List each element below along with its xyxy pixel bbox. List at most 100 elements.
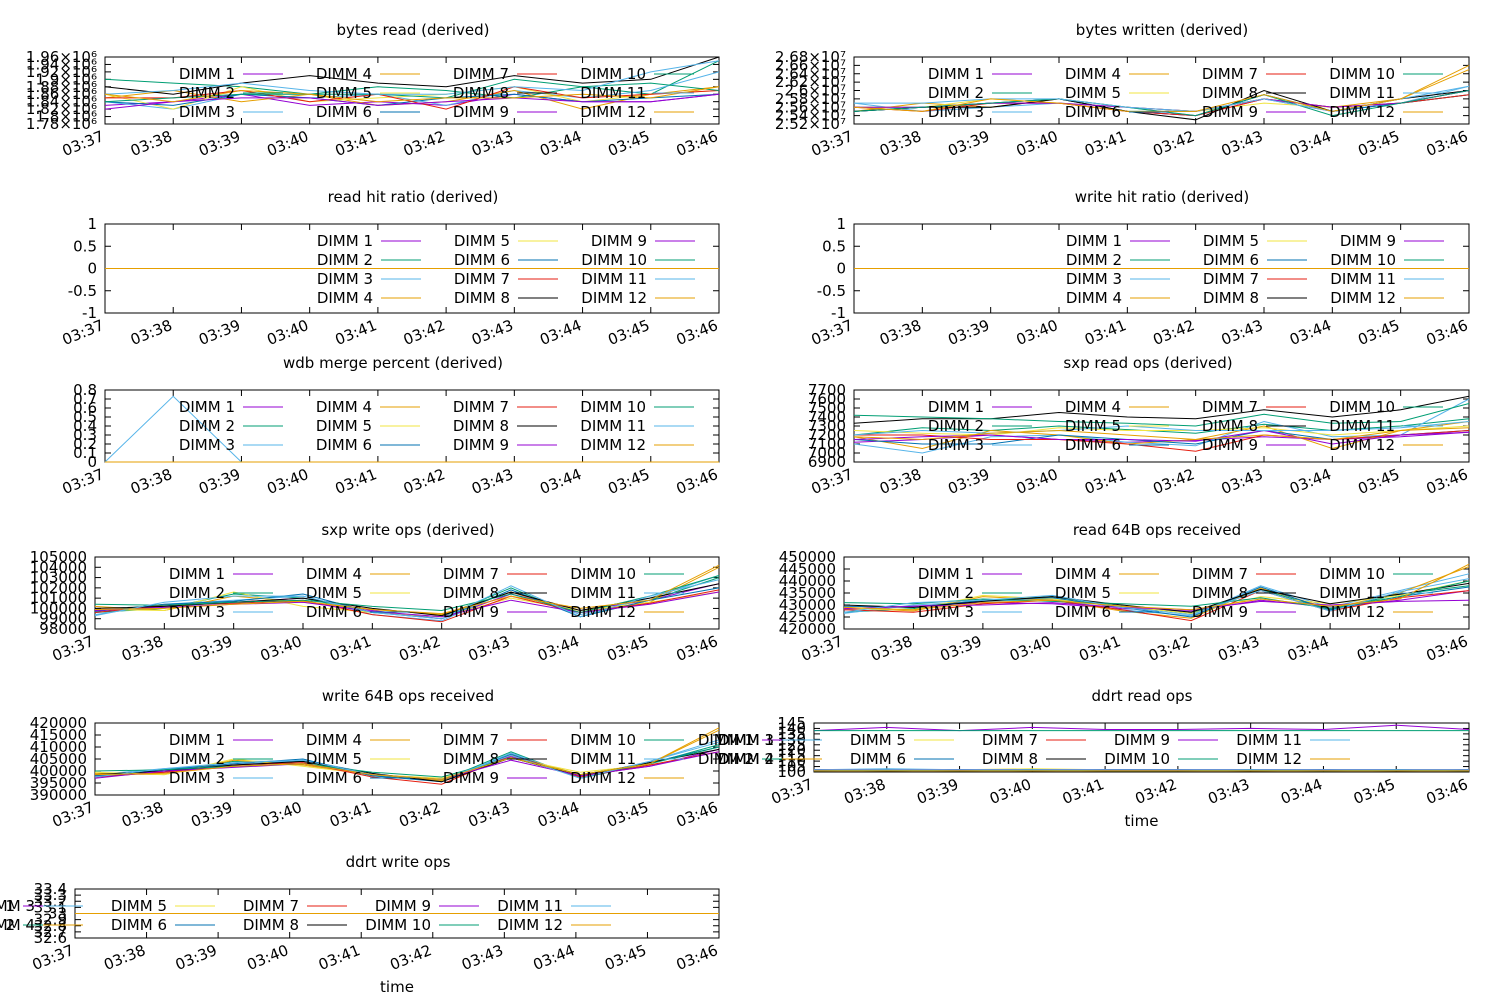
- x-tick-label: 03:44: [537, 465, 584, 498]
- legend-label: DIMM 12: [580, 103, 646, 121]
- y-tick-label: 0: [87, 260, 97, 278]
- x-axis-label: time: [1125, 812, 1159, 830]
- x-tick-label: 03:45: [604, 798, 651, 831]
- y-tick-label: 104000: [30, 558, 87, 576]
- x-tick-label: 03:42: [387, 941, 434, 974]
- y-tick-label: 2.64×10⁷: [775, 65, 846, 83]
- legend-label: DIMM 10: [365, 916, 431, 934]
- legend-label: DIMM 12: [1329, 436, 1395, 454]
- legend-label: DIMM 6: [1065, 436, 1121, 454]
- y-tick-label: 101000: [30, 589, 87, 607]
- legend-label: DIMM 1: [1066, 232, 1122, 250]
- series-line-dimm-3: [853, 398, 1470, 454]
- x-tick-label: 03:46: [674, 798, 721, 831]
- x-tick-label: 03:39: [196, 465, 243, 498]
- y-tick-label: 100: [777, 763, 806, 781]
- x-tick-label: 03:39: [945, 316, 992, 349]
- x-tick-label: 03:41: [333, 316, 380, 349]
- chart-title: write 64B ops received: [322, 687, 494, 705]
- x-tick-label: 03:43: [469, 465, 516, 498]
- y-tick-label: 32.6: [34, 929, 67, 947]
- chart-title: ddrt read ops: [1092, 687, 1193, 705]
- y-tick-label: 32.8: [34, 917, 67, 935]
- y-tick-label: 1.88×10⁶: [26, 78, 97, 96]
- y-tick-label: 390000: [30, 786, 87, 804]
- chart-title: sxp write ops (derived): [321, 521, 494, 539]
- x-tick-label: 03:38: [128, 465, 175, 498]
- x-tick-label: 03:41: [316, 941, 363, 974]
- chart-3: read hit ratio (derived)-1-0.500.5103:37…: [60, 188, 721, 349]
- legend-label: DIMM 9: [453, 103, 509, 121]
- y-tick-label: 420000: [30, 714, 87, 732]
- series-line-dimm-12: [104, 86, 720, 103]
- legend-label: DIMM 1: [179, 398, 235, 416]
- legend-label: DIMM 12: [1236, 750, 1302, 768]
- y-tick-label: 1.86×10⁶: [26, 85, 97, 103]
- x-tick-label: 03:38: [841, 775, 888, 808]
- legend-label: DIMM 12: [1319, 603, 1385, 621]
- x-tick-label: 03:43: [1205, 775, 1252, 808]
- y-tick-label: 0: [87, 453, 97, 471]
- legend-label: DIMM 6: [316, 436, 372, 454]
- y-tick-label: 2.58×10⁷: [775, 90, 846, 108]
- x-tick-label: 03:42: [401, 465, 448, 498]
- x-tick-label: 03:46: [1424, 775, 1471, 808]
- y-tick-label: 1: [836, 215, 846, 233]
- x-tick-label: 03:42: [401, 316, 448, 349]
- y-tick-label: 102000: [30, 579, 87, 597]
- legend-label: DIMM 2: [179, 84, 235, 102]
- x-tick-label: 03:38: [877, 316, 924, 349]
- legend-label: DIMM 5: [316, 84, 372, 102]
- chart-title: read hit ratio (derived): [328, 188, 499, 206]
- y-tick-label: 99000: [39, 610, 87, 628]
- chart-title: wdb merge percent (derived): [283, 354, 503, 372]
- legend-label: DIMM 10: [1329, 65, 1395, 83]
- x-tick-label: 03:40: [1014, 316, 1061, 349]
- series-line-dimm-7: [854, 430, 1470, 452]
- y-tick-label: 7200: [808, 426, 846, 444]
- legend-label: DIMM 8: [443, 750, 499, 768]
- legend-label: DIMM 2: [928, 84, 984, 102]
- y-tick-label: 415000: [30, 726, 87, 744]
- x-tick-label: 03:39: [914, 775, 961, 808]
- legend-label: DIMM 1: [179, 65, 235, 83]
- y-tick-label: -1: [831, 304, 846, 322]
- legend-label: DIMM 3: [169, 603, 225, 621]
- x-tick-label: 03:40: [1007, 632, 1054, 665]
- legend-label: DIMM 2: [169, 584, 225, 602]
- x-tick-label: 03:43: [469, 316, 516, 349]
- y-tick-label: 430000: [779, 596, 836, 614]
- legend-label: DIMM 3: [918, 603, 974, 621]
- legend-label: DIMM 2: [718, 750, 774, 768]
- legend-label: DIMM 1: [317, 232, 373, 250]
- legend-label: DIMM 5: [306, 584, 362, 602]
- y-tick-label: 1.82×10⁶: [26, 100, 97, 118]
- y-tick-label: 130: [777, 730, 806, 748]
- y-tick-label: 140: [777, 719, 806, 737]
- series-line-dimm-12: [853, 427, 1470, 441]
- legend-label: DIMM 6: [316, 103, 372, 121]
- legend-label: DIMM 1: [698, 731, 754, 749]
- y-tick-label: 0.2: [73, 435, 97, 453]
- y-tick-label: 425000: [779, 608, 836, 626]
- series-line-dimm-11: [853, 421, 1470, 436]
- legend-label: DIMM 6: [1065, 103, 1121, 121]
- chart-10: ddrt read ops100105110115120125130135140…: [698, 687, 1471, 830]
- y-tick-label: 0.7: [73, 390, 97, 408]
- x-tick-label: 03:45: [1355, 465, 1402, 498]
- legend-label: DIMM 8: [1202, 84, 1258, 102]
- chart-title: sxp read ops (derived): [1063, 354, 1232, 372]
- series-line-dimm-5: [853, 425, 1470, 436]
- x-tick-label: 03:46: [674, 127, 721, 160]
- x-tick-label: 03:39: [196, 127, 243, 160]
- y-tick-label: 33.4: [34, 880, 67, 898]
- chart-title: ddrt write ops: [346, 853, 451, 871]
- legend-label: DIMM 5: [1065, 84, 1121, 102]
- legend-label: DIMM 8: [443, 584, 499, 602]
- y-tick-label: 33.3: [34, 886, 67, 904]
- y-tick-label: 420000: [779, 620, 836, 638]
- y-tick-label: 103000: [30, 569, 87, 587]
- series-line-dimm-10: [853, 403, 1470, 427]
- legend-label: DIMM 9: [443, 603, 499, 621]
- x-axis-label: time: [380, 978, 414, 996]
